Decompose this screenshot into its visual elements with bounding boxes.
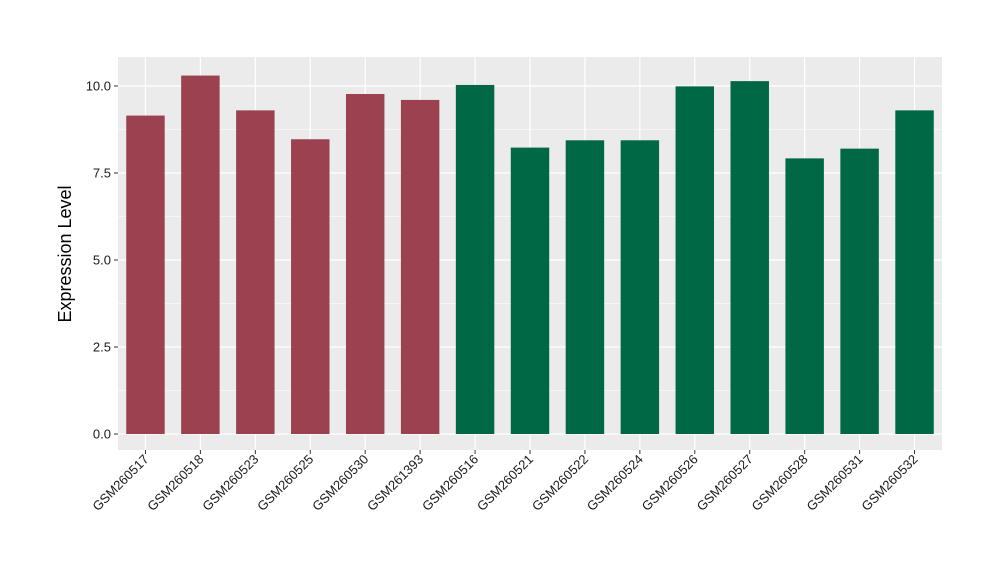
bar-gsm260518: [181, 75, 220, 434]
y-tick-label: 10.0: [86, 79, 111, 94]
x-tick-label: GSM260527: [694, 452, 756, 514]
x-tick-label: GSM260524: [584, 452, 646, 514]
bar-gsm260526: [675, 86, 715, 435]
x-tick-label: GSM260521: [474, 452, 536, 514]
x-axis: GSM260517GSM260518GSM260523GSM260525GSM2…: [89, 450, 921, 514]
bar-gsm260525: [291, 139, 330, 434]
bar-gsm260528: [785, 158, 824, 434]
bar-gsm260521: [510, 147, 550, 434]
x-tick-label: GSM260528: [749, 452, 811, 514]
y-axis-title: Expression Level: [55, 185, 75, 322]
y-tick-label: 7.5: [93, 166, 111, 181]
x-tick-label: GSM260526: [639, 452, 701, 514]
x-tick-label: GSM260532: [858, 452, 920, 514]
bar-gsm260517: [126, 115, 165, 434]
bar-gsm260524: [620, 140, 660, 434]
x-tick-label: GSM260523: [199, 452, 261, 514]
x-tick-label: GSM260522: [529, 452, 591, 514]
y-axis: 0.0 2.5 5.0 7.5 10.0: [86, 79, 118, 442]
bar-gsm260530: [345, 94, 385, 434]
y-tick-label: 5.0: [93, 253, 111, 268]
x-tick-label: GSM260531: [803, 452, 865, 514]
bar-gsm260532: [895, 110, 934, 435]
bar-gsm260522: [565, 140, 605, 434]
x-tick-label: GSM260518: [144, 452, 206, 514]
bar-gsm261393: [400, 99, 440, 435]
bars: [126, 75, 934, 435]
bar-gsm260523: [236, 110, 275, 435]
x-tick-label: GSM260525: [254, 452, 316, 514]
x-tick-label: GSM260516: [419, 452, 481, 514]
x-tick-label: GSM260517: [89, 452, 151, 514]
bar-gsm260516: [455, 84, 495, 435]
y-tick-label: 2.5: [93, 340, 111, 355]
y-tick-label: 0.0: [93, 427, 111, 442]
x-tick-label: GSM261393: [364, 452, 426, 514]
x-tick-label: GSM260530: [309, 452, 371, 514]
bar-gsm260531: [840, 148, 879, 434]
bar-gsm260527: [730, 81, 769, 435]
